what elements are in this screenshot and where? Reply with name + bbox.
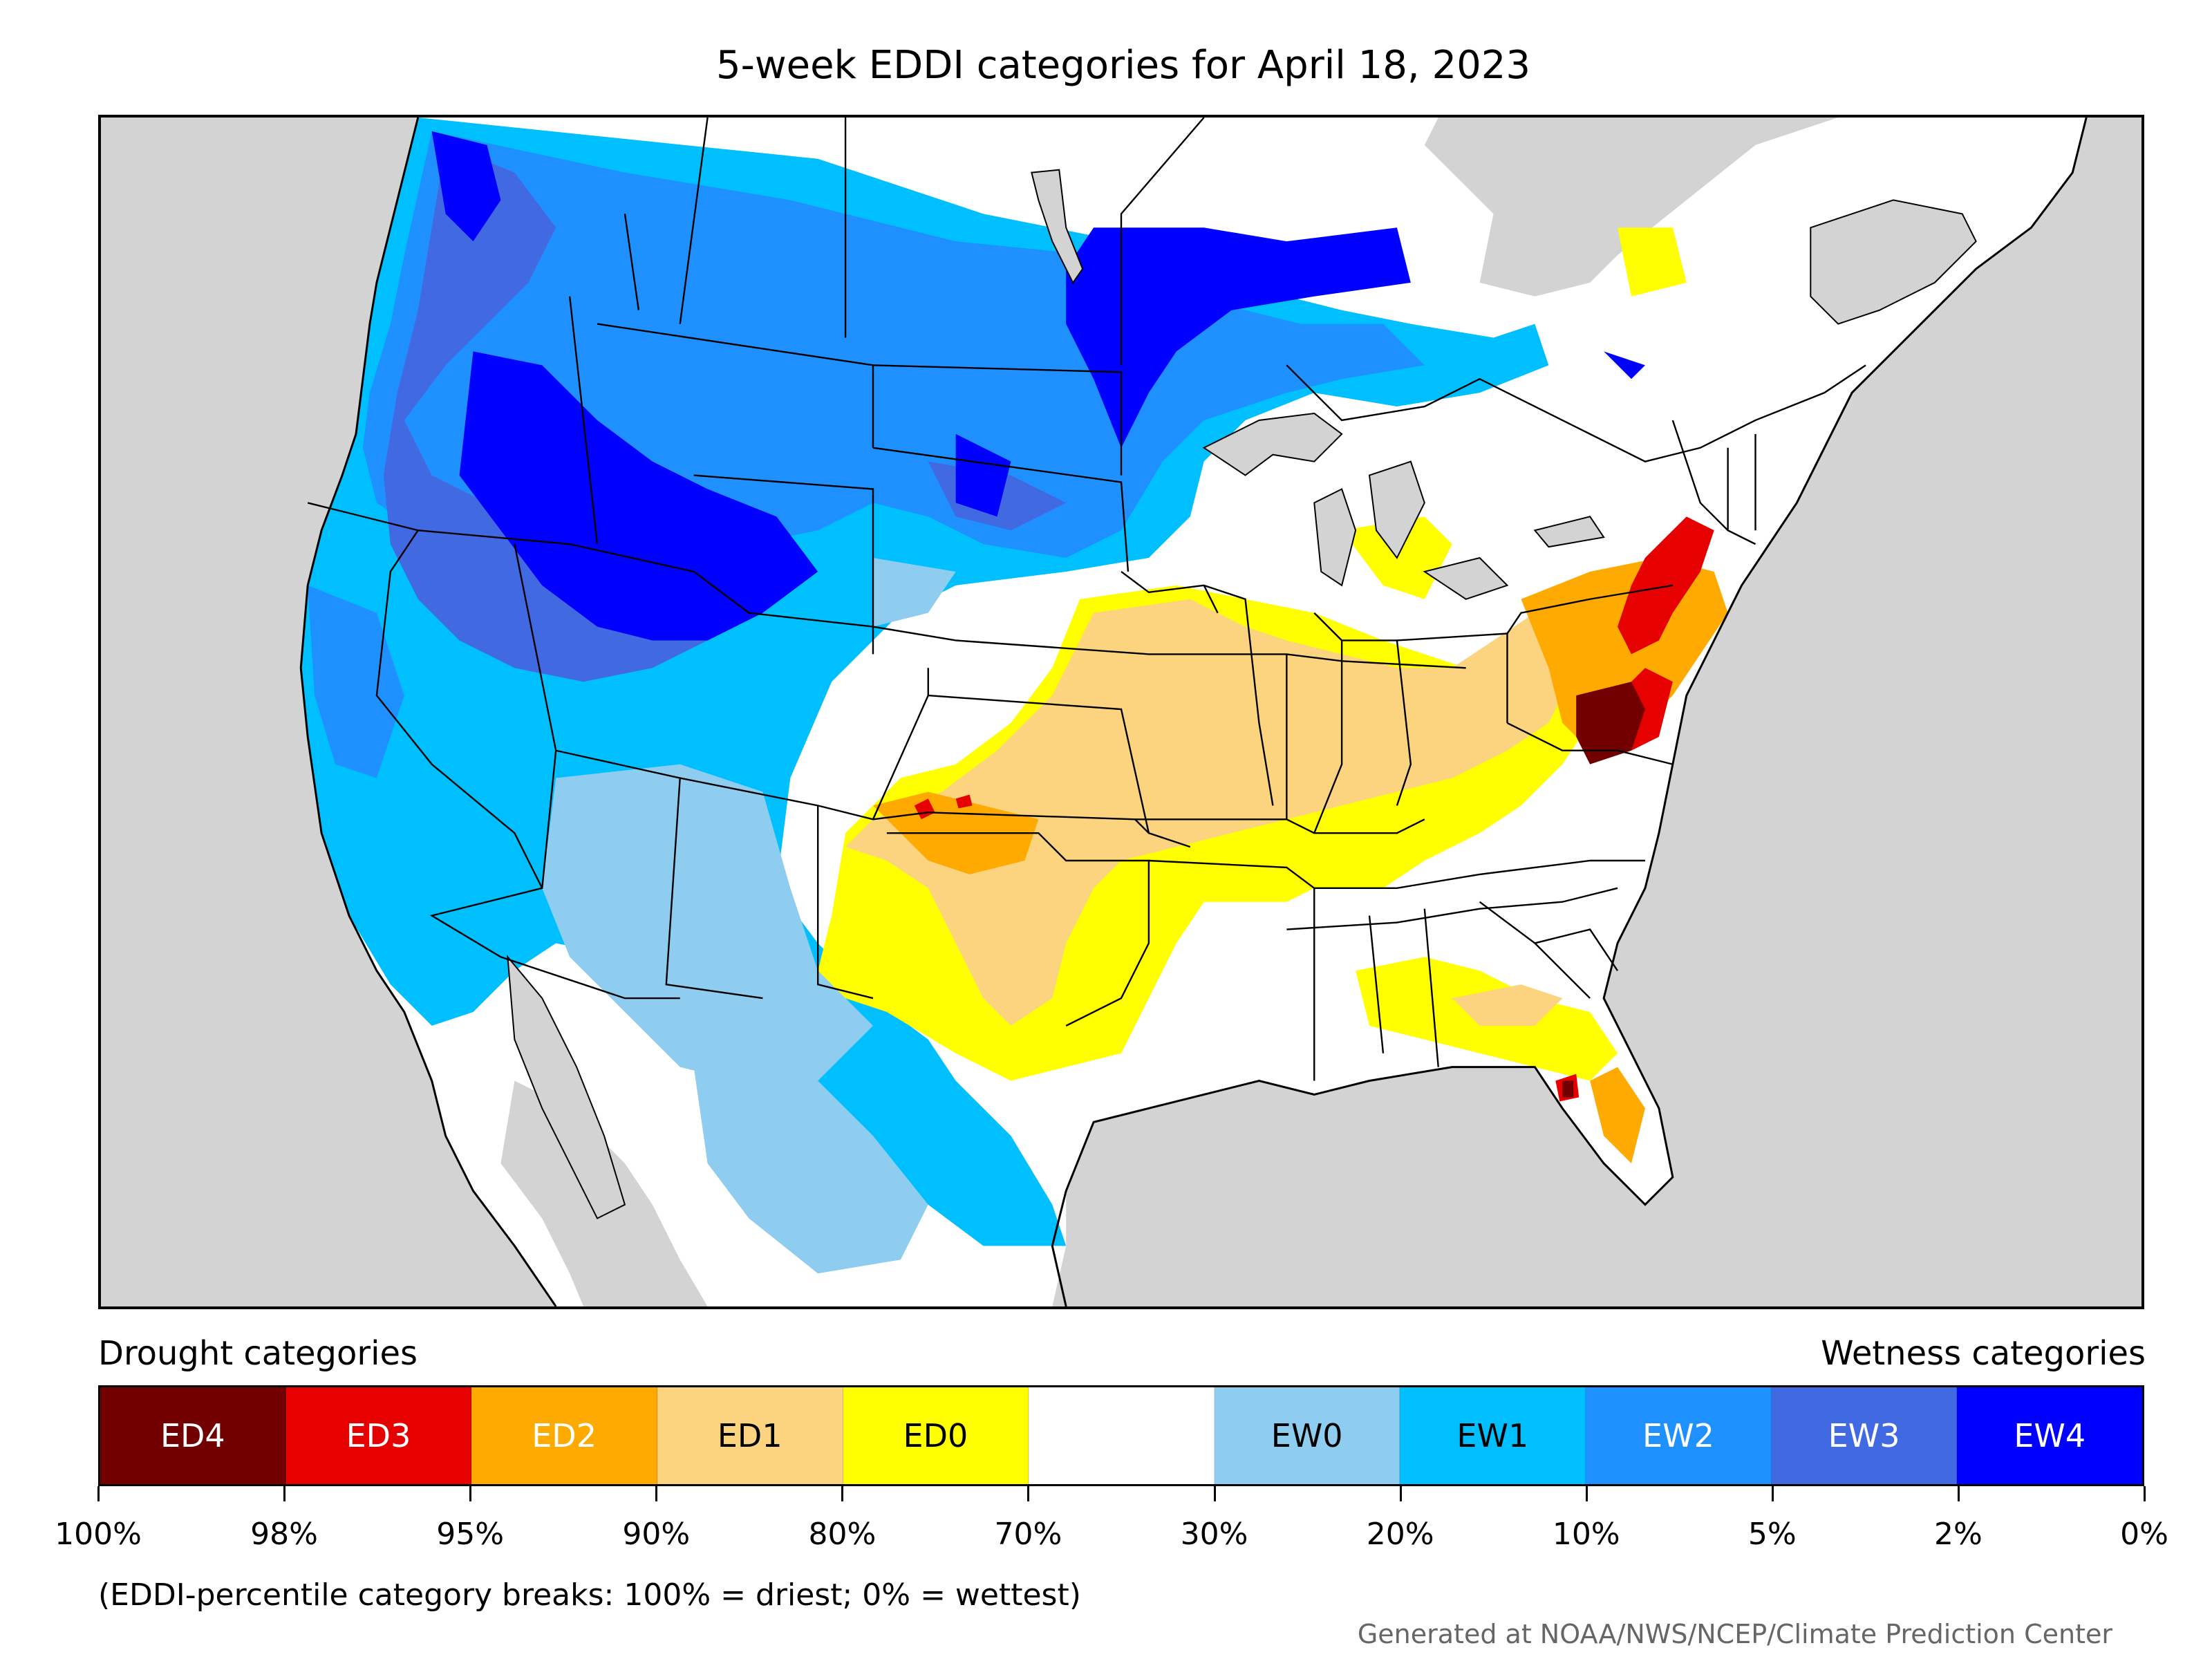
colorbar-tick [1585, 1486, 1588, 1501]
colorbar-tick-label: 20% [1366, 1517, 1434, 1552]
colorbar-tick [841, 1486, 844, 1501]
colorbar-segment: ED4 [100, 1387, 286, 1484]
gulf-of-california [507, 955, 626, 1219]
wet-region-ew4 [431, 131, 1645, 641]
colorbar-tick-label: 70% [994, 1517, 1062, 1552]
eddi-map-canvas [101, 118, 2141, 1306]
lake-winnipeg [1031, 169, 1084, 284]
colorbar-tick-label: 80% [808, 1517, 877, 1552]
colorbar-tick-label: 10% [1552, 1517, 1620, 1552]
map-title: 5-week EDDI categories for April 18, 202… [715, 43, 1531, 88]
colorbar-tick-label: 100% [55, 1517, 142, 1552]
credit-line: Generated at NOAA/NWS/NCEP/Climate Predi… [1357, 1619, 2112, 1649]
colorbar-segment: ED2 [471, 1387, 657, 1484]
colorbar-segment: ED1 [657, 1387, 843, 1484]
coastline [299, 118, 2088, 1306]
colorbar-segment [1029, 1387, 1215, 1484]
colorbar-ticks: 100% 98% 95% 90% 80% 70% 30% 20% 10% 5% 2% 0% [55, 1486, 2168, 1552]
wetness-heading: Wetness categories [1821, 1334, 2146, 1373]
colorbar-tick [97, 1486, 100, 1501]
colorbar-tick-label: 95% [436, 1517, 505, 1552]
colorbar-tick [1957, 1486, 1960, 1501]
colorbar-tick [1771, 1486, 1774, 1501]
colorbar-tick [655, 1486, 658, 1501]
colorbar-segment: ED0 [843, 1387, 1029, 1484]
colorbar-tick-label: 5% [1747, 1517, 1797, 1552]
drought-heading: Drought categories [98, 1334, 418, 1373]
wet-region-ew0 [542, 558, 956, 1274]
colorbar-tick [469, 1486, 472, 1501]
great-lakes [1202, 412, 1605, 600]
dry-region-ed4 [1562, 682, 1645, 1098]
colorbar-tick [1213, 1486, 1216, 1501]
state-boundaries [307, 118, 1866, 1081]
gulf-of-st-lawrence [1810, 199, 1977, 325]
colorbar-tick [2144, 1486, 2146, 1501]
category-colorbar: ED4 ED3 ED2 ED1 ED0 EW0 EW1 EW2 EW3 EW4 [98, 1385, 2144, 1486]
colorbar-tick-label: 0% [2120, 1517, 2168, 1552]
colorbar-tick [1027, 1486, 1030, 1501]
colorbar-tick [283, 1486, 286, 1501]
colorbar-segment: EW3 [1771, 1387, 1958, 1484]
colorbar-tick [1399, 1486, 1402, 1501]
colorbar-segment: EW1 [1400, 1387, 1586, 1484]
colorbar-segment: EW0 [1214, 1387, 1400, 1484]
category-note: (EDDI-percentile category breaks: 100% =… [98, 1577, 1081, 1613]
colorbar-tick-label: 90% [622, 1517, 691, 1552]
colorbar-tick-label: 30% [1180, 1517, 1248, 1552]
colorbar-segment: EW4 [1957, 1387, 2143, 1484]
colorbar-segment: ED3 [285, 1387, 472, 1484]
eddi-map [98, 115, 2144, 1309]
colorbar-tick-label: 98% [250, 1517, 318, 1552]
colorbar-segment: EW2 [1586, 1387, 1772, 1484]
colorbar-tick-label: 2% [1934, 1517, 1983, 1552]
